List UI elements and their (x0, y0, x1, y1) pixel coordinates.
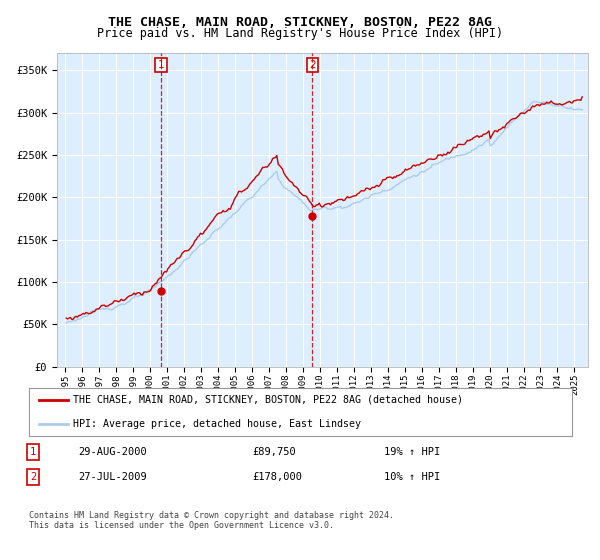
Text: 1: 1 (30, 447, 36, 457)
Text: Contains HM Land Registry data © Crown copyright and database right 2024.
This d: Contains HM Land Registry data © Crown c… (29, 511, 394, 530)
Text: 2: 2 (309, 60, 316, 70)
Text: 1: 1 (158, 60, 164, 70)
Text: Price paid vs. HM Land Registry's House Price Index (HPI): Price paid vs. HM Land Registry's House … (97, 27, 503, 40)
Text: 19% ↑ HPI: 19% ↑ HPI (384, 447, 440, 457)
Text: 27-JUL-2009: 27-JUL-2009 (78, 472, 147, 482)
Text: HPI: Average price, detached house, East Lindsey: HPI: Average price, detached house, East… (73, 419, 361, 429)
Text: 29-AUG-2000: 29-AUG-2000 (78, 447, 147, 457)
Text: THE CHASE, MAIN ROAD, STICKNEY, BOSTON, PE22 8AG (detached house): THE CHASE, MAIN ROAD, STICKNEY, BOSTON, … (73, 395, 463, 405)
Text: 10% ↑ HPI: 10% ↑ HPI (384, 472, 440, 482)
Text: £178,000: £178,000 (252, 472, 302, 482)
Text: THE CHASE, MAIN ROAD, STICKNEY, BOSTON, PE22 8AG: THE CHASE, MAIN ROAD, STICKNEY, BOSTON, … (108, 16, 492, 29)
Text: £89,750: £89,750 (252, 447, 296, 457)
Text: 2: 2 (30, 472, 36, 482)
